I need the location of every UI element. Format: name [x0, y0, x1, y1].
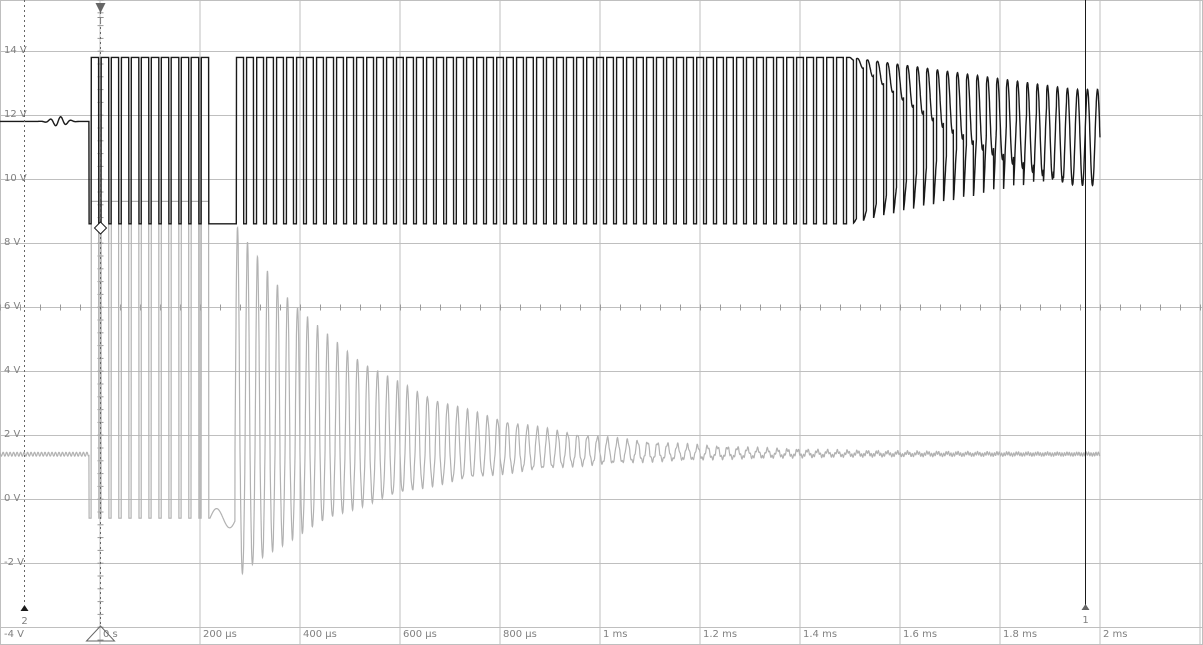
x-tick-label: 200 µs	[203, 629, 237, 640]
x-tick-label: 400 µs	[303, 629, 337, 640]
x-tick-label: 600 µs	[403, 629, 437, 640]
trigger-origin-triangle-icon	[85, 625, 116, 642]
y-tick-label: 2 V	[4, 429, 21, 440]
trigger-arrow-icon	[95, 3, 106, 13]
y-tick-label: 0 V	[4, 493, 21, 504]
y-tick-label: 10 V	[4, 173, 27, 184]
channel-1-trace	[0, 56, 1101, 225]
x-tick-label: 1.4 ms	[803, 629, 837, 640]
trigger-label: T	[96, 16, 104, 27]
y-tick-label: 4 V	[4, 365, 21, 376]
y-tick-label: -4 V	[4, 629, 24, 640]
markers: T 2 1	[20, 0, 1090, 642]
cursor-1-label[interactable]: 1	[1082, 615, 1088, 626]
y-tick-label: 6 V	[4, 301, 21, 312]
y-tick-label: -2 V	[4, 557, 24, 568]
trigger-level-diamond-icon	[93, 221, 108, 235]
x-tick-label: 2 ms	[1103, 629, 1128, 640]
y-tick-label: 14 V	[4, 45, 27, 56]
x-tick-label: 800 µs	[503, 629, 537, 640]
channel-2-reference-label: 2	[21, 616, 27, 627]
x-tick-label: 1.8 ms	[1003, 629, 1037, 640]
x-tick-label: 1.6 ms	[903, 629, 937, 640]
channel-2-reference-arrow-icon	[20, 605, 29, 611]
y-tick-labels: 14 V 12 V 10 V 8 V 6 V 4 V 2 V 0 V -2 V -4 V	[4, 45, 27, 640]
x-tick-labels: 0 s 200 µs 400 µs 600 µs 800 µs 1 ms 1.2 ms 1.4…	[103, 629, 1128, 640]
x-tick-label: 1 ms	[603, 629, 628, 640]
channel-2-trace	[0, 200, 1101, 576]
traces	[0, 56, 1101, 576]
y-tick-label: 8 V	[4, 237, 21, 248]
cursor-1-arrow-icon[interactable]	[1081, 604, 1090, 610]
x-tick-label: 0 s	[103, 629, 118, 640]
x-tick-label: 1.2 ms	[703, 629, 737, 640]
y-tick-label: 12 V	[4, 109, 27, 120]
